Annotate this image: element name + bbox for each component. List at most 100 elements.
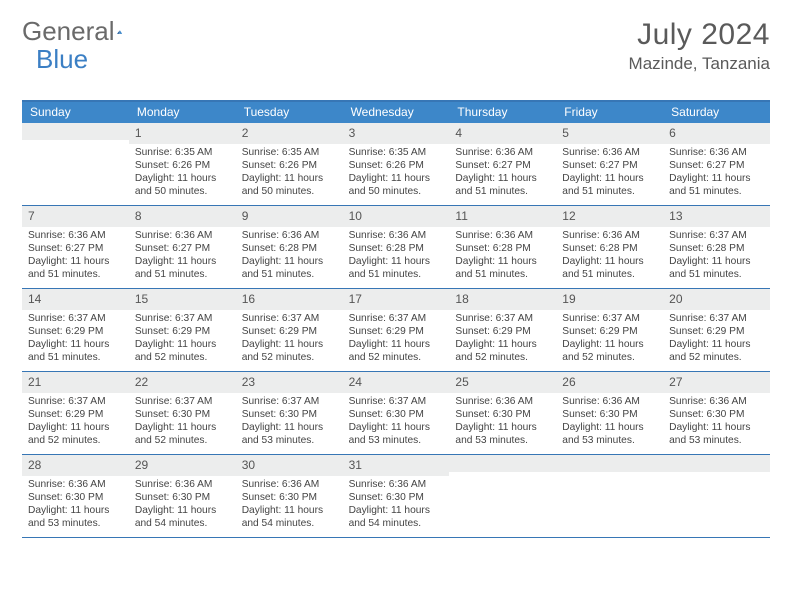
- day-details: Sunrise: 6:37 AMSunset: 6:29 PMDaylight:…: [556, 310, 663, 364]
- weekday-header: Wednesday: [343, 102, 450, 123]
- title-block: July 2024 Mazinde, Tanzania: [629, 18, 770, 74]
- sunrise-text: Sunrise: 6:36 AM: [135, 229, 230, 242]
- day-number: 20: [669, 292, 682, 306]
- calendar-week: 28Sunrise: 6:36 AMSunset: 6:30 PMDayligh…: [22, 455, 770, 538]
- calendar-day: 24Sunrise: 6:37 AMSunset: 6:30 PMDayligh…: [343, 372, 450, 454]
- day-details: Sunrise: 6:37 AMSunset: 6:30 PMDaylight:…: [236, 393, 343, 447]
- sunrise-text: Sunrise: 6:37 AM: [28, 395, 123, 408]
- sunrise-text: Sunrise: 6:37 AM: [562, 312, 657, 325]
- sunset-text: Sunset: 6:29 PM: [669, 325, 764, 338]
- day-details: Sunrise: 6:37 AMSunset: 6:29 PMDaylight:…: [663, 310, 770, 364]
- calendar-day: 4Sunrise: 6:36 AMSunset: 6:27 PMDaylight…: [449, 123, 556, 205]
- day-number-bar: 5: [556, 123, 663, 144]
- sunset-text: Sunset: 6:28 PM: [669, 242, 764, 255]
- day-details: Sunrise: 6:35 AMSunset: 6:26 PMDaylight:…: [236, 144, 343, 198]
- calendar-day: 10Sunrise: 6:36 AMSunset: 6:28 PMDayligh…: [343, 206, 450, 288]
- day-number-bar: 6: [663, 123, 770, 144]
- day-number: 9: [242, 209, 249, 223]
- sunset-text: Sunset: 6:29 PM: [349, 325, 444, 338]
- day-number: 15: [135, 292, 148, 306]
- day-number-bar: 26: [556, 372, 663, 393]
- calendar-day: 5Sunrise: 6:36 AMSunset: 6:27 PMDaylight…: [556, 123, 663, 205]
- day-number: 29: [135, 458, 148, 472]
- daylight-text: Daylight: 11 hours and 51 minutes.: [242, 255, 337, 281]
- sunset-text: Sunset: 6:30 PM: [135, 408, 230, 421]
- calendar-day: 16Sunrise: 6:37 AMSunset: 6:29 PMDayligh…: [236, 289, 343, 371]
- day-number: 30: [242, 458, 255, 472]
- day-details: Sunrise: 6:36 AMSunset: 6:27 PMDaylight:…: [129, 227, 236, 281]
- day-details: Sunrise: 6:37 AMSunset: 6:29 PMDaylight:…: [343, 310, 450, 364]
- day-details: Sunrise: 6:36 AMSunset: 6:30 PMDaylight:…: [343, 476, 450, 530]
- daylight-text: Daylight: 11 hours and 52 minutes.: [242, 338, 337, 364]
- sunrise-text: Sunrise: 6:36 AM: [135, 478, 230, 491]
- sunset-text: Sunset: 6:30 PM: [242, 491, 337, 504]
- daylight-text: Daylight: 11 hours and 51 minutes.: [135, 255, 230, 281]
- sunrise-text: Sunrise: 6:35 AM: [135, 146, 230, 159]
- day-number: 27: [669, 375, 682, 389]
- sunrise-text: Sunrise: 6:36 AM: [242, 229, 337, 242]
- day-number: 22: [135, 375, 148, 389]
- sunset-text: Sunset: 6:28 PM: [455, 242, 550, 255]
- day-number-bar: 19: [556, 289, 663, 310]
- day-number-bar: 31: [343, 455, 450, 476]
- daylight-text: Daylight: 11 hours and 53 minutes.: [562, 421, 657, 447]
- sunrise-text: Sunrise: 6:36 AM: [455, 395, 550, 408]
- daylight-text: Daylight: 11 hours and 51 minutes.: [349, 255, 444, 281]
- sunrise-text: Sunrise: 6:36 AM: [349, 229, 444, 242]
- daylight-text: Daylight: 11 hours and 51 minutes.: [28, 255, 123, 281]
- sunset-text: Sunset: 6:30 PM: [28, 491, 123, 504]
- sunrise-text: Sunrise: 6:36 AM: [562, 146, 657, 159]
- day-number-bar: 12: [556, 206, 663, 227]
- day-details: Sunrise: 6:37 AMSunset: 6:29 PMDaylight:…: [236, 310, 343, 364]
- daylight-text: Daylight: 11 hours and 50 minutes.: [242, 172, 337, 198]
- day-number: 21: [28, 375, 41, 389]
- day-number-bar: [663, 455, 770, 472]
- day-details: Sunrise: 6:36 AMSunset: 6:27 PMDaylight:…: [449, 144, 556, 198]
- daylight-text: Daylight: 11 hours and 53 minutes.: [455, 421, 550, 447]
- daylight-text: Daylight: 11 hours and 51 minutes.: [455, 255, 550, 281]
- calendar-day: 2Sunrise: 6:35 AMSunset: 6:26 PMDaylight…: [236, 123, 343, 205]
- sunrise-text: Sunrise: 6:36 AM: [669, 395, 764, 408]
- sunset-text: Sunset: 6:28 PM: [349, 242, 444, 255]
- day-number-bar: 29: [129, 455, 236, 476]
- day-details: Sunrise: 6:36 AMSunset: 6:30 PMDaylight:…: [129, 476, 236, 530]
- day-number-bar: [449, 455, 556, 472]
- calendar-day: 13Sunrise: 6:37 AMSunset: 6:28 PMDayligh…: [663, 206, 770, 288]
- sunrise-text: Sunrise: 6:36 AM: [455, 229, 550, 242]
- calendar-week: 7Sunrise: 6:36 AMSunset: 6:27 PMDaylight…: [22, 206, 770, 289]
- calendar-week: 1Sunrise: 6:35 AMSunset: 6:26 PMDaylight…: [22, 123, 770, 206]
- day-number: 14: [28, 292, 41, 306]
- calendar-day: 3Sunrise: 6:35 AMSunset: 6:26 PMDaylight…: [343, 123, 450, 205]
- day-number: 18: [455, 292, 468, 306]
- sunset-text: Sunset: 6:28 PM: [562, 242, 657, 255]
- day-number-bar: 16: [236, 289, 343, 310]
- day-details: Sunrise: 6:36 AMSunset: 6:27 PMDaylight:…: [663, 144, 770, 198]
- day-details: Sunrise: 6:35 AMSunset: 6:26 PMDaylight:…: [343, 144, 450, 198]
- sunset-text: Sunset: 6:28 PM: [242, 242, 337, 255]
- day-number: 19: [562, 292, 575, 306]
- sunset-text: Sunset: 6:26 PM: [349, 159, 444, 172]
- day-number: 6: [669, 126, 676, 140]
- sunrise-text: Sunrise: 6:36 AM: [242, 478, 337, 491]
- daylight-text: Daylight: 11 hours and 54 minutes.: [242, 504, 337, 530]
- calendar-day-empty: [22, 123, 129, 205]
- sunset-text: Sunset: 6:30 PM: [455, 408, 550, 421]
- day-number: 26: [562, 375, 575, 389]
- day-details: Sunrise: 6:37 AMSunset: 6:29 PMDaylight:…: [129, 310, 236, 364]
- day-number: 25: [455, 375, 468, 389]
- sunrise-text: Sunrise: 6:35 AM: [242, 146, 337, 159]
- day-number-bar: 4: [449, 123, 556, 144]
- sunset-text: Sunset: 6:29 PM: [562, 325, 657, 338]
- calendar-day: 17Sunrise: 6:37 AMSunset: 6:29 PMDayligh…: [343, 289, 450, 371]
- sunrise-text: Sunrise: 6:36 AM: [28, 478, 123, 491]
- day-number-bar: 30: [236, 455, 343, 476]
- sunrise-text: Sunrise: 6:35 AM: [349, 146, 444, 159]
- day-number-bar: 20: [663, 289, 770, 310]
- day-details: Sunrise: 6:36 AMSunset: 6:28 PMDaylight:…: [449, 227, 556, 281]
- calendar-day: 9 Sunrise: 6:36 AMSunset: 6:28 PMDaylight…: [236, 206, 343, 288]
- sunset-text: Sunset: 6:29 PM: [28, 408, 123, 421]
- day-number-bar: [22, 123, 129, 140]
- day-details: Sunrise: 6:36 AMSunset: 6:28 PMDaylight:…: [236, 227, 343, 281]
- day-number-bar: 2: [236, 123, 343, 144]
- calendar-day: 31Sunrise: 6:36 AMSunset: 6:30 PMDayligh…: [343, 455, 450, 537]
